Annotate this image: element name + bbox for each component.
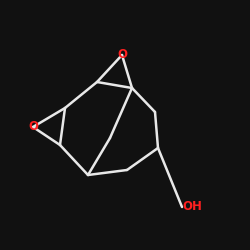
- Text: O: O: [28, 120, 38, 134]
- Text: O: O: [117, 48, 127, 62]
- Text: OH: OH: [182, 200, 202, 213]
